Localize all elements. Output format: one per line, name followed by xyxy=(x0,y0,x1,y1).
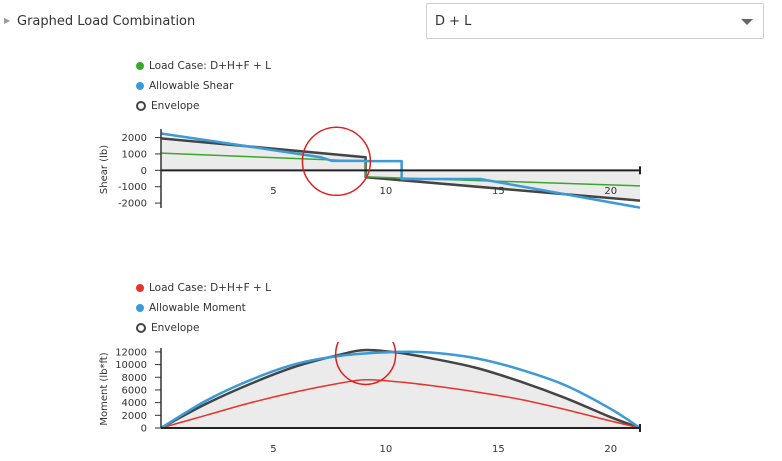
y-tick-label: -2000 xyxy=(118,199,147,210)
shear-legend: Load Case: D+H+F + L Allowable Shear Envel… xyxy=(136,56,271,116)
y-tick-label: 8000 xyxy=(122,373,147,384)
legend-item[interactable]: Load Case: D+H+F + L xyxy=(136,278,271,298)
y-tick-label: 2000 xyxy=(122,411,147,422)
legend-label: Allowable Moment xyxy=(149,302,246,314)
x-tick-label: 5 xyxy=(270,444,276,455)
series-line xyxy=(160,379,641,429)
legend-item[interactable]: Load Case: D+H+F + L xyxy=(136,56,271,76)
series-line xyxy=(160,132,641,209)
y-tick-label: 1000 xyxy=(122,149,147,160)
series-line xyxy=(160,152,641,187)
y-tick-label: 0 xyxy=(141,166,147,177)
envelope-fill xyxy=(161,350,640,428)
x-tick-label: 5 xyxy=(270,186,276,197)
legend-item[interactable]: Envelope xyxy=(136,318,271,338)
legend-item[interactable]: Envelope xyxy=(136,96,271,116)
legend-label: Load Case: D+H+F + L xyxy=(149,282,272,294)
legend-label: Load Case: D+H+F + L xyxy=(149,60,272,72)
legend-label: Envelope xyxy=(151,100,200,112)
y-tick-label: 2000 xyxy=(122,133,147,144)
legend-item[interactable]: Allowable Shear xyxy=(136,76,271,96)
legend-label: Allowable Shear xyxy=(149,80,234,92)
y-tick-label: 10000 xyxy=(115,360,147,371)
x-tick-label: 10 xyxy=(380,444,393,455)
shear-chart: 2000 1000 0 -1000 -2000 5 10 15 20 Shear (lb) xyxy=(99,126,641,210)
legend-item[interactable]: Allowable Moment xyxy=(136,298,271,318)
series-line xyxy=(160,350,641,430)
x-tick-label: 20 xyxy=(604,444,617,455)
legend-dot-icon xyxy=(136,82,144,90)
x-tick-label: 15 xyxy=(492,444,505,455)
legend-dot-icon xyxy=(136,304,144,312)
load-combination-select[interactable]: D + L xyxy=(426,3,764,39)
caret-right-icon[interactable]: ▶ xyxy=(4,16,11,25)
legend-dot-icon xyxy=(136,284,144,292)
highlight-circle xyxy=(301,126,372,197)
y-axis-title: Moment (lb*ft) xyxy=(99,352,110,425)
highlight-circle xyxy=(334,342,397,386)
x-tick-label: 10 xyxy=(380,186,393,197)
envelope-ring-icon xyxy=(136,323,146,333)
envelope-ring-icon xyxy=(136,101,146,111)
y-tick-label: 4000 xyxy=(122,398,147,409)
select-value: D + L xyxy=(435,14,472,29)
y-tick-label: 12000 xyxy=(115,347,147,358)
y-tick-label: 6000 xyxy=(122,385,147,396)
y-tick-label: 0 xyxy=(141,424,147,435)
legend-label: Envelope xyxy=(151,322,200,334)
x-tick-label: 20 xyxy=(604,186,617,197)
section-label: Graphed Load Combination xyxy=(17,14,196,29)
chevron-down-icon[interactable] xyxy=(741,19,753,25)
x-tick-label: 15 xyxy=(492,186,505,197)
moment-legend: Load Case: D+H+F + L Allowable Moment Enve… xyxy=(136,278,271,338)
y-tick-label: -1000 xyxy=(118,182,147,193)
legend-dot-icon xyxy=(136,62,144,70)
y-axis-title: Shear (lb) xyxy=(99,145,110,194)
